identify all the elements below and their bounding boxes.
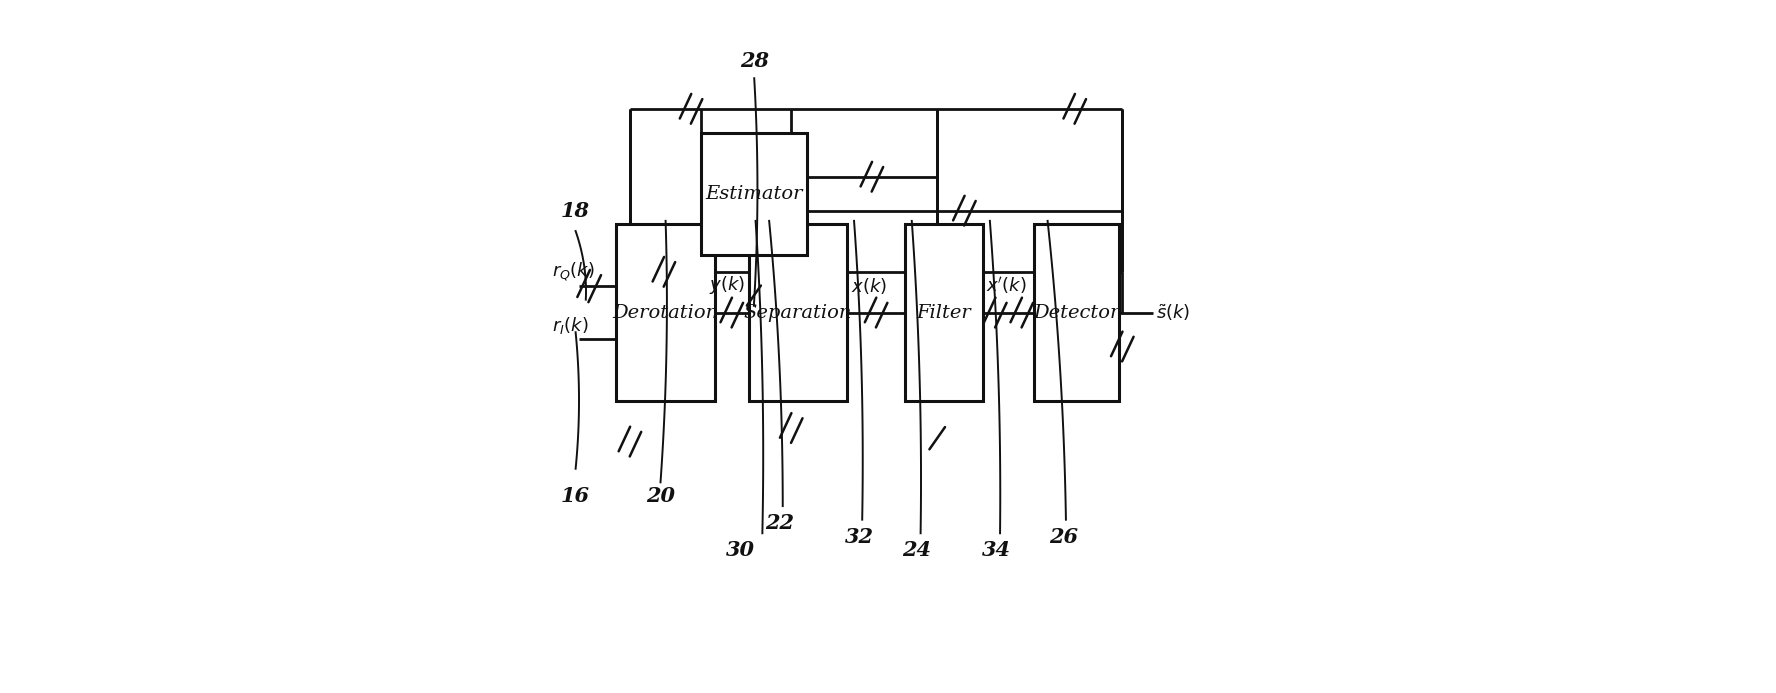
Text: 24: 24: [902, 541, 931, 560]
FancyBboxPatch shape: [906, 225, 984, 401]
Text: Derotation: Derotation: [613, 304, 719, 322]
FancyBboxPatch shape: [616, 225, 714, 401]
Text: Detector: Detector: [1034, 304, 1119, 322]
Text: $r_I(k)$: $r_I(k)$: [552, 315, 588, 335]
Text: Filter: Filter: [916, 304, 971, 322]
Text: $\tilde{s}(k)$: $\tilde{s}(k)$: [1156, 302, 1190, 323]
Text: 16: 16: [561, 486, 590, 506]
Text: 18: 18: [561, 201, 590, 220]
Text: Separation: Separation: [744, 304, 852, 322]
Text: $r_Q(k)$: $r_Q(k)$: [552, 260, 595, 283]
Text: 26: 26: [1048, 527, 1078, 547]
Text: 20: 20: [646, 486, 675, 506]
Text: 34: 34: [982, 541, 1011, 560]
FancyBboxPatch shape: [749, 225, 847, 401]
Text: $x(k)$: $x(k)$: [851, 276, 886, 296]
Text: 28: 28: [741, 51, 769, 71]
FancyBboxPatch shape: [1034, 225, 1119, 401]
Text: 22: 22: [765, 513, 794, 533]
Text: Estimator: Estimator: [705, 185, 803, 202]
FancyBboxPatch shape: [702, 132, 806, 255]
Text: 30: 30: [725, 541, 755, 560]
Text: $y(k)$: $y(k)$: [709, 274, 746, 296]
Text: 32: 32: [845, 527, 874, 547]
Text: $x'(k)$: $x'(k)$: [986, 274, 1027, 296]
